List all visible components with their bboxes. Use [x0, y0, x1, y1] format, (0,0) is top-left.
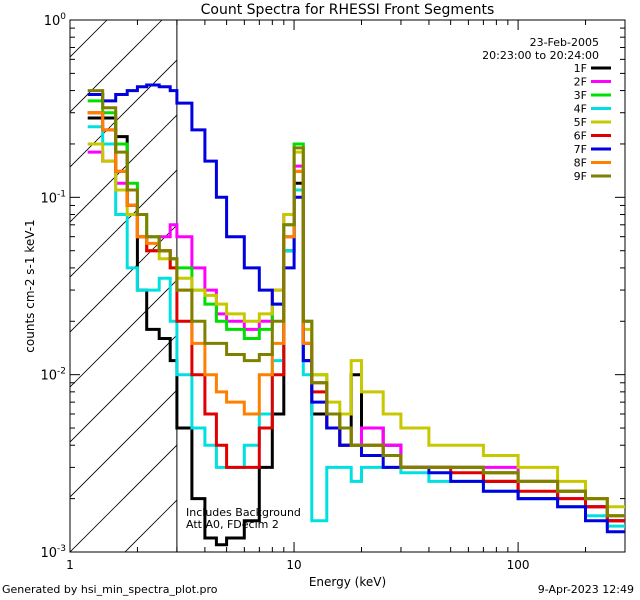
y-tick-label: 10-3 [40, 544, 66, 561]
legend-label-5F: 5F [574, 116, 587, 129]
y-tick-label: 10-2 [40, 367, 66, 384]
hatch-line [70, 20, 163, 113]
x-axis-label: Energy (keV) [309, 575, 386, 589]
y-axis-label: counts cm-2 s-1 keV-1 [23, 219, 37, 352]
footer-timestamp: 9-Apr-2023 12:49 [537, 583, 634, 596]
x-tick-label: 1 [66, 558, 74, 572]
annotation-1: Att A0, FDecim 2 [186, 518, 279, 531]
legend-label-3F: 3F [574, 89, 587, 102]
legend-label-6F: 6F [574, 130, 587, 143]
x-tick-label: 10 [286, 558, 301, 572]
legend-label-7F: 7F [574, 143, 587, 156]
legend-label-8F: 8F [574, 157, 587, 170]
legend-label-9F: 9F [574, 170, 587, 183]
chart-title: Count Spectra for RHESSI Front Segments [201, 2, 495, 18]
y-tick-label: 100 [44, 12, 67, 29]
date-label: 23-Feb-2005 [530, 36, 599, 49]
hatch-line [70, 169, 177, 278]
hatch-line [124, 499, 177, 552]
series-line-5F [87, 142, 625, 509]
time-range-label: 20:23:00 to 20:24:00 [482, 49, 599, 62]
series-line-6F [87, 111, 625, 523]
series-line-7F [87, 83, 625, 534]
hatch-line [70, 389, 177, 498]
hatch-line [70, 59, 177, 168]
hatch-line [70, 279, 177, 388]
legend-label-4F: 4F [574, 103, 587, 116]
annotation-0: Includes Background [186, 506, 301, 519]
x-tick-label: 100 [507, 558, 530, 572]
series-line-8F [87, 111, 625, 518]
series-line-2F [87, 150, 625, 523]
legend-label-1F: 1F [574, 62, 587, 75]
footer-generated-by: Generated by hsi_min_spectra_plot.pro [2, 583, 218, 596]
x-axis-ticks: 1 10 100 [66, 20, 626, 572]
hatch-line [70, 444, 177, 552]
hatch-line [620, 20, 640, 552]
legend-label-2F: 2F [574, 76, 587, 89]
series-group [87, 83, 625, 547]
y-axis-ticks: 100 10-1 10-2 10-3 [40, 12, 625, 561]
plot-frame [69, 19, 626, 553]
hatch-line [70, 224, 177, 333]
y-tick-label: 10-1 [40, 189, 66, 206]
series-line-9F [87, 89, 625, 518]
